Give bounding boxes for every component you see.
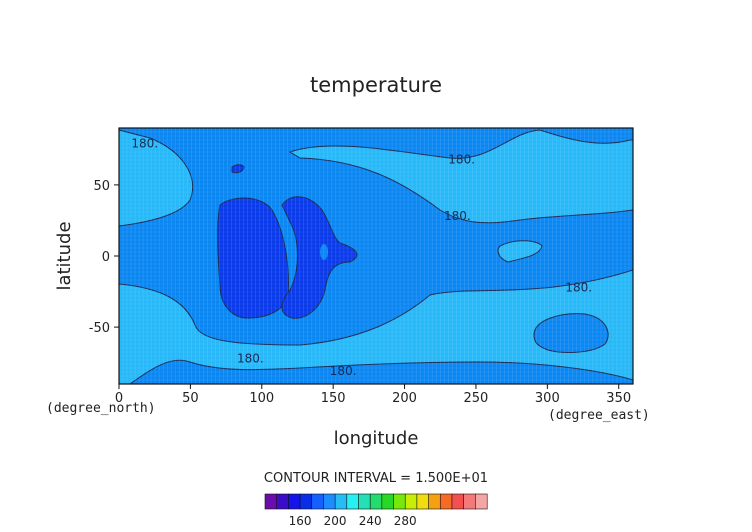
contour-region-warm-spot: [320, 244, 328, 260]
x-tick-label: 250: [464, 391, 489, 406]
x-tick-label: 200: [392, 391, 417, 406]
colorbar-swatch: [428, 493, 441, 510]
y-axis-label: latitude: [54, 221, 75, 290]
colorbar-swatch: [463, 493, 476, 510]
contour-interval-text: CONTOUR INTERVAL = 1.500E+01: [264, 471, 488, 486]
y-tick-label: -50: [89, 321, 110, 336]
colorbar-swatch: [381, 493, 395, 510]
contour-region-east-blob: [497, 240, 543, 263]
colorbar-swatch: [451, 493, 465, 510]
y-tick-label: 0: [102, 250, 110, 265]
colorbar: [264, 493, 488, 510]
x-unit-label: (degree_east): [548, 408, 650, 423]
colorbar-swatch: [276, 493, 289, 510]
colorbar-swatch: [358, 493, 371, 510]
contour-region-cold-spot: [231, 164, 245, 174]
colorbar-tick-label: 160: [289, 514, 312, 528]
contour-region-cold-east: [281, 196, 358, 319]
colorbar-swatch: [334, 493, 348, 510]
colorbar-swatch: [404, 493, 418, 510]
colorbar-swatch: [311, 493, 324, 510]
x-axis-ticks: 0 50 100 150 200 250 300 350: [115, 384, 631, 406]
y-tick-label: 50: [93, 179, 110, 194]
colorbar-swatch: [299, 493, 313, 510]
contour-label: 180.: [448, 152, 475, 166]
contour-region-north-west: [119, 129, 194, 227]
colorbar-swatch: [264, 493, 278, 510]
x-tick-label: 100: [249, 391, 274, 406]
colorbar-swatch: [288, 493, 301, 510]
contour-label: 180.: [330, 364, 357, 378]
contour-region-north-band: [288, 129, 633, 224]
x-tick-label: 50: [182, 391, 199, 406]
contour-labels: 180. 180. 180. 180. 180. 180.: [131, 137, 592, 379]
plot-area: [119, 128, 633, 384]
colorbar-tick-label: 280: [394, 514, 417, 528]
x-axis-label: longitude: [334, 428, 419, 449]
colorbar-swatch: [323, 493, 336, 510]
colorbar-swatch: [439, 493, 453, 510]
contour-label: 180.: [237, 351, 264, 365]
y-axis-ticks: 50 0 -50: [89, 179, 119, 336]
x-tick-label: 300: [535, 391, 560, 406]
contour-label: 180.: [444, 209, 471, 223]
contour-region-cold-west: [217, 197, 289, 319]
contour-label: 180.: [131, 137, 158, 151]
colorbar-swatch: [416, 493, 430, 510]
colorbar-swatch: [369, 493, 383, 510]
colorbar-swatch: [475, 493, 488, 510]
chart-title: temperature: [310, 73, 442, 97]
contour-region-south-polar: [129, 359, 633, 384]
grid-lines: [119, 128, 633, 384]
contour-region-southeast-ellipse: [533, 313, 609, 353]
contour-label: 180.: [565, 280, 592, 294]
x-tick-label: 350: [606, 391, 631, 406]
colorbar-tick-label: 240: [359, 514, 382, 528]
y-unit-label: (degree_north): [46, 401, 156, 416]
x-tick-label: 150: [321, 391, 346, 406]
contour-region-south-band: [119, 269, 633, 384]
x-tick-label: 0: [115, 391, 123, 406]
colorbar-swatch: [393, 493, 406, 510]
colorbar-tick-label: 200: [324, 514, 347, 528]
colorbar-tick-labels: 160 200 240 280: [289, 514, 417, 528]
colorbar-swatch: [346, 493, 359, 510]
